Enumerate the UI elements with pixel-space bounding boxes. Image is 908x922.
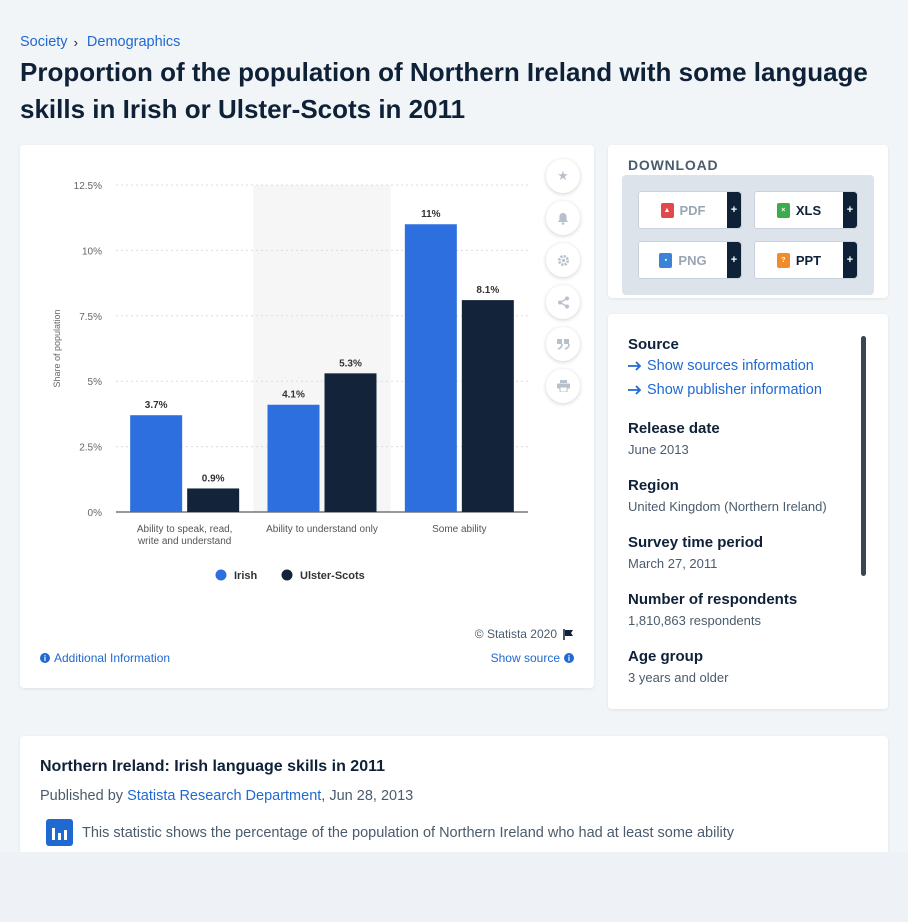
quote-icon[interactable]	[546, 327, 580, 361]
data-label: 3.7%	[145, 400, 168, 411]
age-group-value: 3 years and older	[628, 670, 858, 685]
chart-toolbar: ★	[546, 159, 582, 411]
show-publisher-label: Show publisher information	[647, 382, 822, 398]
download-panel: ▲ PDF + × XLS + ▪ PNG + ? PPT +	[622, 175, 874, 295]
y-tick-label: 2.5%	[79, 443, 102, 454]
data-label: 11%	[421, 209, 441, 220]
survey-period-label: Survey time period	[628, 534, 858, 551]
png-label: PNG	[678, 253, 706, 268]
bar-ulster-scots-0	[187, 488, 239, 512]
description-title: Northern Ireland: Irish language skills …	[40, 758, 385, 776]
survey-period-value: March 27, 2011	[628, 556, 858, 571]
ppt-icon: ?	[777, 253, 790, 268]
download-xls-button[interactable]: × XLS +	[754, 191, 858, 229]
source-heading: Source	[628, 336, 858, 353]
source-scrollbar[interactable]	[861, 336, 866, 576]
show-sources-label: Show sources information	[647, 358, 814, 374]
info-icon: i	[40, 653, 50, 663]
data-label: 4.1%	[282, 390, 305, 401]
breadcrumb: Society › Demographics	[20, 34, 180, 50]
description-text: This statistic shows the percentage of t…	[82, 825, 734, 841]
gear-icon[interactable]	[546, 243, 580, 277]
info-icon: i	[564, 653, 574, 663]
xls-label: XLS	[796, 203, 821, 218]
additional-information-label: Additional Information	[54, 651, 170, 665]
data-label: 5.3%	[339, 358, 362, 369]
respondents-value: 1,810,863 respondents	[628, 613, 858, 628]
download-ppt-button[interactable]: ? PPT +	[754, 241, 858, 279]
chart-card: 0% 2.5% 5% 7.5% 10% 12.5% Share of population 3…	[20, 145, 594, 688]
additional-information-link[interactable]: i Additional Information	[40, 651, 170, 665]
y-axis-title: Share of population	[52, 309, 62, 387]
bar-irish-0	[130, 415, 182, 512]
xls-plus[interactable]: +	[843, 192, 857, 228]
arrow-right-icon	[628, 361, 642, 371]
description-card: Northern Ireland: Irish language skills …	[20, 736, 888, 866]
show-source-link[interactable]: Show source i	[491, 651, 574, 665]
breadcrumb-separator: ›	[74, 35, 78, 50]
pdf-label: PDF	[680, 203, 706, 218]
download-pdf-button[interactable]: ▲ PDF +	[638, 191, 742, 229]
legend-label: Ulster-Scots	[300, 570, 365, 582]
page-title: Proportion of the population of Northern…	[20, 54, 880, 128]
release-date-label: Release date	[628, 420, 858, 437]
release-date-value: June 2013	[628, 442, 858, 457]
show-source-label: Show source	[491, 651, 560, 665]
published-by-label: Published by	[40, 788, 123, 804]
age-group-label: Age group	[628, 648, 858, 665]
star-icon[interactable]: ★	[546, 159, 580, 193]
bar-ulster-scots-2	[462, 300, 514, 512]
x-tick-label: Ability to speak, read,	[137, 524, 233, 535]
breadcrumb-society[interactable]: Society	[20, 34, 68, 50]
pdf-plus[interactable]: +	[727, 192, 741, 228]
png-icon: ▪	[659, 253, 672, 268]
bar-ulster-scots-1	[325, 373, 377, 512]
footer-bar	[0, 852, 908, 922]
xls-icon: ×	[777, 203, 790, 218]
y-tick-label: 10%	[82, 246, 102, 257]
statistic-icon	[46, 819, 73, 846]
data-label: 0.9%	[202, 473, 225, 484]
publisher-link[interactable]: Statista Research Department	[127, 788, 321, 804]
y-tick-label: 7.5%	[79, 312, 102, 323]
x-tick-label: Ability to understand only	[266, 524, 378, 535]
download-png-button[interactable]: ▪ PNG +	[638, 241, 742, 279]
ppt-label: PPT	[796, 253, 821, 268]
y-tick-label: 12.5%	[74, 181, 102, 192]
y-tick-label: 5%	[88, 377, 103, 388]
x-tick-label: Some ability	[432, 524, 486, 535]
source-card: Source Show sources information Show pub…	[608, 314, 888, 709]
print-icon[interactable]	[546, 369, 580, 403]
ppt-plus[interactable]: +	[843, 242, 857, 278]
y-tick-label: 0%	[88, 508, 103, 519]
region-label: Region	[628, 477, 858, 494]
breadcrumb-demographics[interactable]: Demographics	[87, 34, 181, 50]
legend-label: Irish	[234, 570, 258, 582]
published-by: Published by Statista Research Departmen…	[40, 788, 413, 804]
share-icon[interactable]	[546, 285, 580, 319]
chart-copyright: © Statista 2020	[475, 627, 574, 641]
bar-chart: 0% 2.5% 5% 7.5% 10% 12.5% Share of population 3…	[20, 145, 594, 615]
legend-marker	[282, 570, 293, 581]
pdf-icon: ▲	[661, 203, 674, 218]
download-card: DOWNLOAD ▲ PDF + × XLS + ▪ PNG + ? PPT +	[608, 145, 888, 298]
bell-icon[interactable]	[546, 201, 580, 235]
legend-marker	[216, 570, 227, 581]
arrow-right-icon	[628, 385, 642, 395]
x-tick-label: write and understand	[137, 536, 231, 547]
published-date: , Jun 28, 2013	[321, 788, 413, 804]
copyright-text: © Statista 2020	[475, 627, 557, 641]
source-content: Source Show sources information Show pub…	[628, 336, 858, 705]
respondents-label: Number of respondents	[628, 591, 858, 608]
bar-irish-2	[405, 224, 457, 512]
flag-icon[interactable]	[563, 629, 574, 640]
download-title: DOWNLOAD	[628, 157, 718, 173]
data-label: 8.1%	[476, 285, 499, 296]
png-plus[interactable]: +	[727, 242, 741, 278]
region-value: United Kingdom (Northern Ireland)	[628, 499, 858, 514]
show-sources-link[interactable]: Show sources information	[628, 358, 858, 374]
show-publisher-link[interactable]: Show publisher information	[628, 382, 858, 398]
bar-irish-1	[268, 405, 320, 512]
